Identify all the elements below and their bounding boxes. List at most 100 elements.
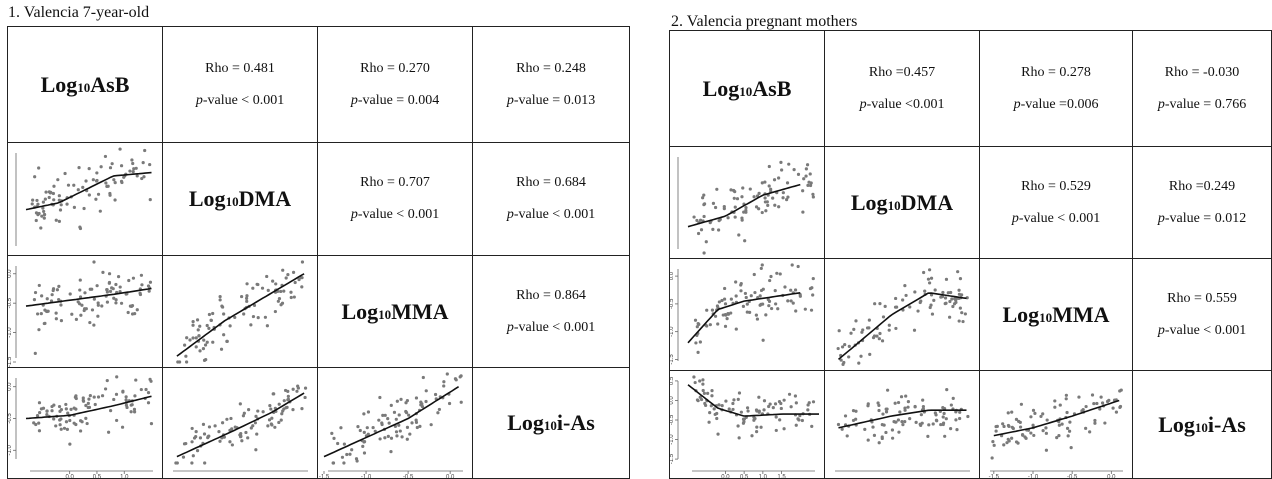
data-point (281, 302, 284, 305)
data-point (128, 169, 131, 172)
panel-title: 2. Valencia pregnant mothers (671, 13, 857, 31)
data-point (878, 332, 881, 335)
data-point (777, 176, 780, 179)
data-point (952, 397, 955, 400)
data-point (97, 395, 100, 398)
data-point (108, 282, 111, 285)
data-point (114, 301, 117, 304)
data-point (56, 288, 59, 291)
data-point (100, 165, 103, 168)
data-point (738, 391, 741, 394)
smooth-line (688, 293, 800, 343)
data-point (300, 285, 303, 288)
data-point (64, 403, 67, 406)
data-point (742, 305, 745, 308)
rho-value: Rho = 0.278 (1021, 65, 1091, 81)
data-point (791, 263, 794, 266)
data-point (269, 407, 272, 410)
data-point (794, 309, 797, 312)
data-point (58, 410, 61, 413)
data-point (303, 396, 306, 399)
data-point (934, 288, 937, 291)
p-value: p-value < 0.001 (507, 320, 595, 336)
data-point (780, 407, 783, 410)
data-point (58, 220, 61, 223)
data-point (759, 303, 762, 306)
data-point (355, 459, 358, 462)
data-point (59, 208, 62, 211)
data-point (837, 347, 840, 350)
data-point (718, 219, 721, 222)
data-point (89, 394, 92, 397)
label-subscript: 10 (226, 194, 239, 210)
data-point (941, 291, 944, 294)
scatter-plot (163, 368, 318, 479)
label-subscript: 10 (739, 84, 752, 100)
data-point (115, 419, 118, 422)
data-point (932, 422, 935, 425)
data-point (873, 434, 876, 437)
data-point (33, 175, 36, 178)
data-point (79, 429, 82, 432)
data-point (278, 297, 281, 300)
data-point (812, 277, 815, 280)
data-point (957, 289, 960, 292)
data-point (378, 396, 381, 399)
data-point (894, 402, 897, 405)
data-point (736, 197, 739, 200)
p-value: p-value =0.006 (1014, 97, 1099, 113)
data-point (724, 314, 727, 317)
data-point (211, 341, 214, 344)
scatter-cell (825, 371, 980, 479)
smooth-line (324, 387, 459, 457)
data-point (384, 414, 387, 417)
data-point (1010, 437, 1013, 440)
data-point (114, 283, 117, 286)
data-point (290, 296, 293, 299)
label-name: i-As (557, 410, 595, 436)
data-point (280, 412, 283, 415)
data-point (136, 308, 139, 311)
data-point (1007, 411, 1010, 414)
data-point (93, 298, 96, 301)
scatter-cell: 0.0-0.5-1.0-1.5 (980, 371, 1133, 479)
data-point (121, 426, 124, 429)
data-point (254, 448, 257, 451)
data-point (58, 405, 61, 408)
data-point (184, 355, 187, 358)
data-point (372, 426, 375, 429)
data-point (389, 450, 392, 453)
data-point (847, 355, 850, 358)
data-point (762, 339, 765, 342)
data-point (100, 304, 103, 307)
data-point (336, 442, 339, 445)
data-point (715, 188, 718, 191)
scatter-plot (825, 371, 980, 479)
data-point (1111, 407, 1114, 410)
data-point (268, 404, 271, 407)
scatter-plot: 0.0-0.5-1.0-1.5 (980, 371, 1133, 479)
data-point (891, 437, 894, 440)
data-point (779, 272, 782, 275)
data-point (87, 398, 90, 401)
rho-value: Rho = 0.864 (516, 288, 586, 304)
data-point (838, 329, 841, 332)
data-point (93, 395, 96, 398)
data-point (191, 324, 194, 327)
data-point (758, 411, 761, 414)
data-point (1095, 402, 1098, 405)
rho-value: Rho = 0.481 (205, 61, 275, 77)
data-point (266, 424, 269, 427)
data-point (892, 420, 895, 423)
scatter-cell (163, 256, 318, 368)
data-point (34, 352, 37, 355)
p-value: p-value < 0.001 (351, 207, 439, 223)
data-point (782, 191, 785, 194)
data-point (239, 432, 242, 435)
data-point (82, 396, 85, 399)
data-point (77, 188, 80, 191)
data-point (753, 273, 756, 276)
data-point (92, 260, 95, 263)
